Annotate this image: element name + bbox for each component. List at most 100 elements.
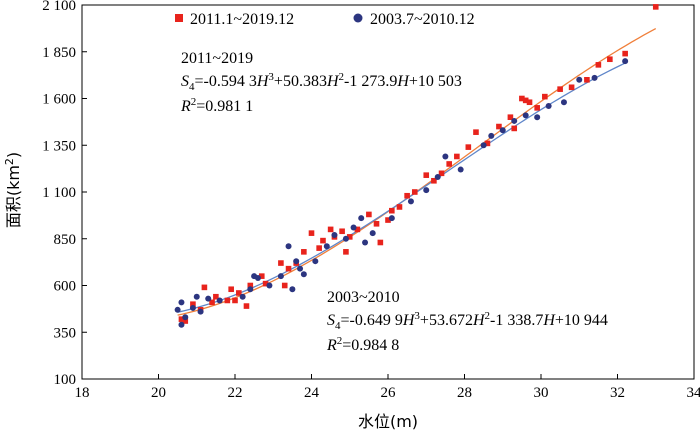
point-series0-7 [224, 297, 231, 304]
point-series1-40 [545, 102, 552, 109]
legend-marker-2003-2010 [353, 13, 363, 23]
x-tick-label-1: 20 [151, 385, 166, 401]
legend-marker-2011-2019 [175, 14, 183, 22]
point-series0-11 [243, 303, 250, 309]
point-series0-30 [373, 220, 380, 227]
point-series0-4 [201, 284, 208, 291]
fit-curve-0 [177, 27, 657, 316]
x-tick-label-5: 28 [457, 385, 472, 401]
x-tick-label-2: 22 [228, 385, 243, 401]
point-series1-31 [434, 174, 441, 181]
x-tick-label-0: 18 [75, 385, 90, 401]
y-tick-label-2: 600 [54, 279, 77, 295]
point-series1-37 [511, 117, 518, 124]
point-series0-0 [178, 316, 185, 322]
y-tick-label-8: 2 100 [42, 0, 76, 14]
point-series0-2 [190, 301, 196, 307]
x-axis-title: 水位(m) [358, 412, 418, 431]
point-series0-53 [557, 86, 563, 92]
point-series0-20 [308, 230, 315, 236]
point-series0-5 [209, 299, 215, 306]
point-series0-12 [247, 282, 254, 289]
point-series0-37 [423, 172, 430, 178]
point-series0-9 [232, 297, 238, 304]
legend: 2011.1~2019.12 2003.7~2010.12 [175, 11, 475, 28]
point-series1-30 [423, 187, 430, 194]
equation-r2-2011-2019: R2=0.981 1 [180, 96, 253, 115]
point-series1-27 [369, 230, 376, 237]
x-tick-label-6: 30 [534, 385, 549, 401]
point-series1-33 [457, 166, 464, 173]
fit-curves [177, 27, 657, 316]
point-series0-55 [584, 77, 590, 83]
point-series1-35 [488, 132, 495, 139]
point-series0-42 [465, 144, 472, 150]
point-series1-26 [362, 239, 369, 246]
point-series1-2 [178, 299, 185, 306]
point-series1-9 [239, 293, 246, 300]
point-series0-56 [595, 62, 602, 68]
y-tick-label-6: 1 600 [42, 92, 76, 108]
point-series0-34 [396, 204, 403, 210]
y-tick-label-3: 850 [54, 232, 77, 248]
point-series0-32 [385, 217, 391, 223]
point-series0-57 [607, 56, 613, 63]
x-tick-label-3: 24 [304, 385, 320, 401]
y-tick-label-1: 350 [54, 325, 77, 341]
equation-period-2003-2010: 2003~2010 [327, 289, 400, 306]
point-series0-48 [519, 95, 525, 102]
point-series1-28 [388, 215, 395, 222]
point-series0-54 [568, 84, 575, 91]
point-series0-33 [389, 207, 395, 214]
y-tick-label-5: 1 350 [42, 138, 76, 154]
point-series1-25 [358, 215, 365, 222]
point-series1-16 [289, 286, 296, 293]
point-series0-21 [316, 245, 322, 251]
point-series0-8 [228, 286, 234, 293]
point-series1-7 [205, 295, 212, 302]
point-series1-32 [442, 153, 449, 160]
point-series0-41 [454, 153, 460, 160]
point-series1-29 [407, 198, 414, 205]
point-series1-20 [312, 258, 319, 265]
point-series1-23 [342, 235, 349, 242]
point-series1-12 [254, 275, 261, 282]
point-series1-4 [189, 304, 196, 311]
equation-r2-2003-2010: R2=0.984 8 [326, 335, 399, 354]
point-series1-10 [247, 286, 254, 293]
point-series0-43 [473, 129, 479, 135]
legend-label-2011-2019: 2011.1~2019.12 [190, 11, 294, 28]
point-series1-17 [293, 258, 300, 265]
fit-equation-2011-2019: 2011~2019 S4=-0.594 3H3+50.383H2-1 273.9… [180, 50, 462, 115]
x-tick-label-8: 34 [687, 385, 700, 401]
data-points [174, 4, 659, 328]
point-series0-47 [511, 125, 518, 132]
point-series0-17 [285, 265, 292, 272]
point-series0-19 [301, 249, 307, 255]
point-series1-36 [499, 127, 506, 134]
point-series1-8 [216, 297, 223, 304]
point-series0-59 [652, 4, 659, 10]
point-series0-50 [526, 99, 533, 106]
point-series0-25 [339, 228, 345, 235]
point-series0-28 [354, 226, 361, 233]
point-series1-44 [622, 58, 629, 65]
x-tick-label-4: 26 [381, 385, 397, 401]
point-series0-26 [343, 249, 349, 255]
y-axis-title: 面积(km2) [3, 152, 23, 228]
point-series1-1 [178, 321, 185, 328]
point-series0-13 [258, 273, 265, 279]
point-series0-49 [522, 97, 529, 104]
point-series0-58 [622, 50, 628, 57]
point-series0-6 [213, 293, 219, 300]
point-series0-10 [236, 290, 242, 296]
point-series0-22 [320, 237, 326, 244]
point-series0-45 [496, 123, 502, 130]
point-series0-39 [438, 170, 445, 177]
point-series0-15 [278, 260, 284, 266]
point-series1-5 [193, 293, 200, 300]
point-series0-38 [431, 177, 437, 184]
point-series0-46 [507, 114, 514, 120]
point-series1-6 [197, 308, 204, 315]
